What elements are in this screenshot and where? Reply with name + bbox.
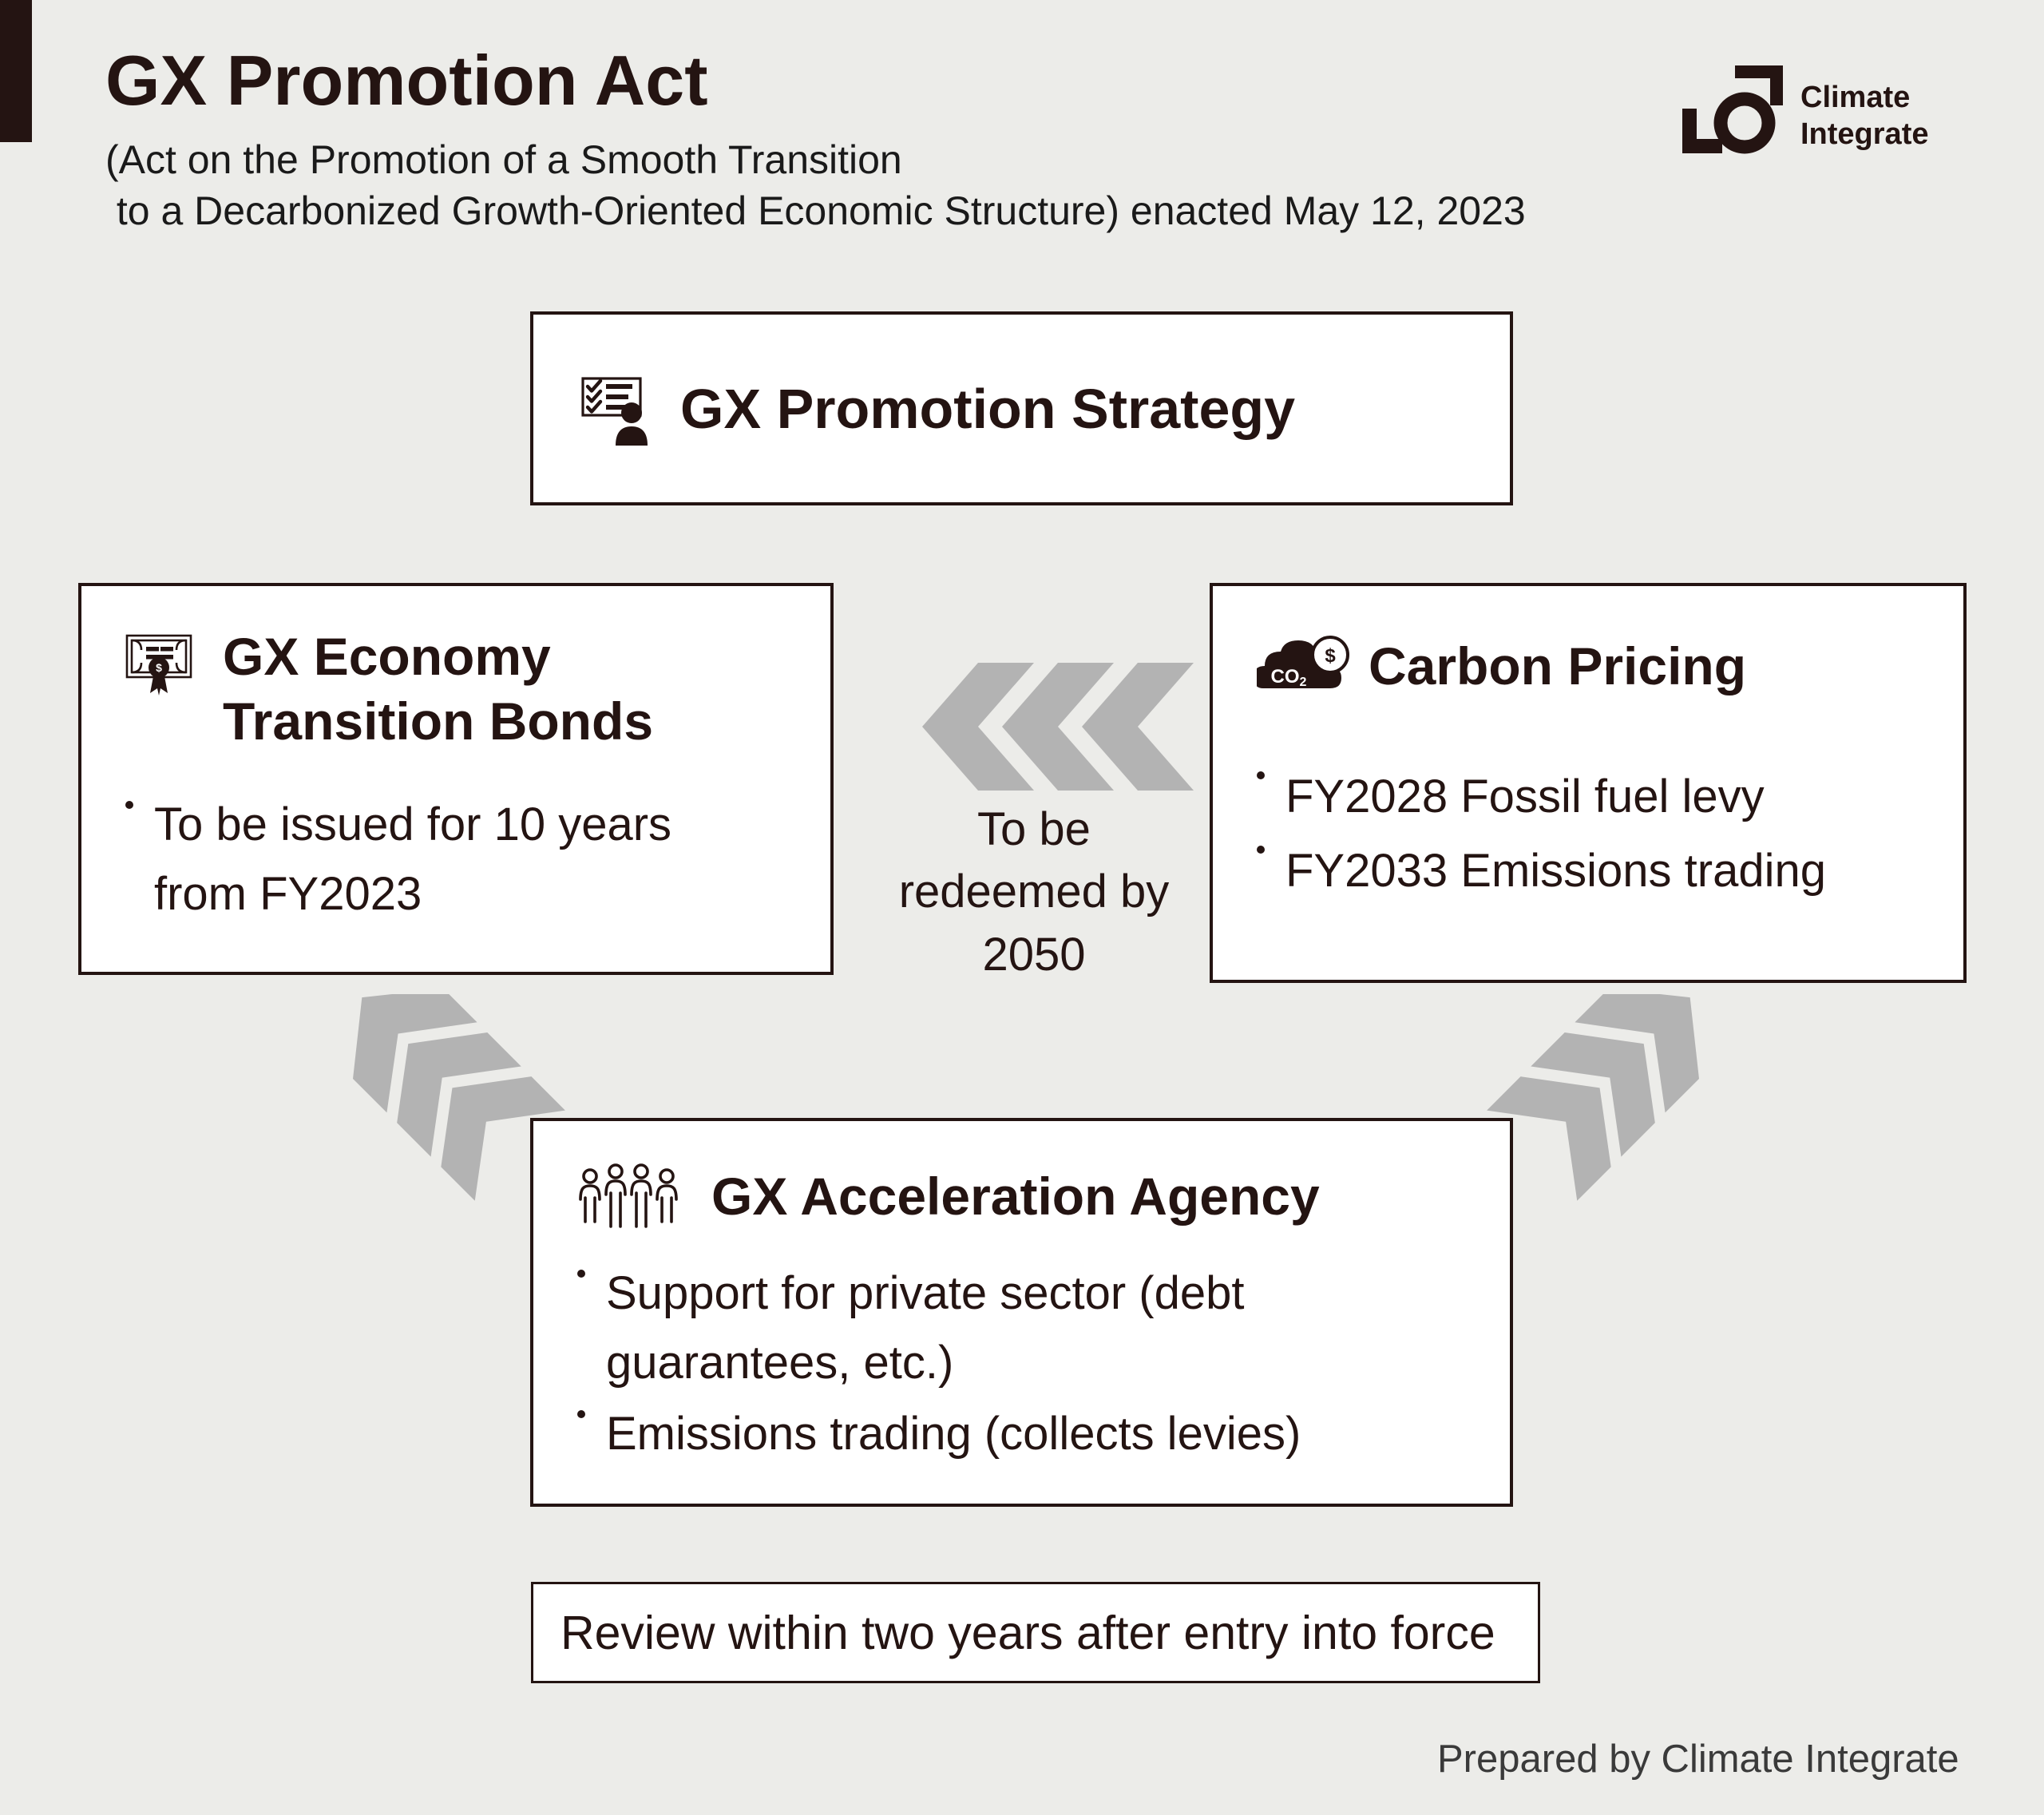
svg-text:Integrate: Integrate	[1800, 117, 1928, 151]
svg-text:$: $	[156, 661, 162, 674]
svg-text:Climate: Climate	[1800, 81, 1910, 114]
svg-text:$: $	[1325, 645, 1336, 667]
